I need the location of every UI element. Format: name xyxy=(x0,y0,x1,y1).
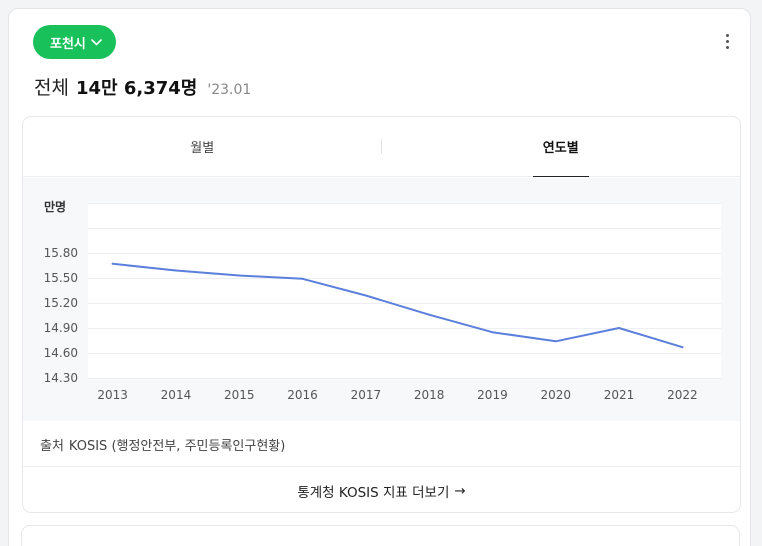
data-point xyxy=(364,294,367,297)
data-point xyxy=(681,346,684,349)
total-label: 전체 xyxy=(34,77,69,99)
chevron-down-icon xyxy=(91,38,102,45)
y-tick-label: 15.50 xyxy=(44,271,78,285)
arrow-right-icon: → xyxy=(454,483,466,499)
x-tick-label: 2018 xyxy=(414,388,445,402)
region-label: 포천시 xyxy=(50,36,86,52)
y-tick-label: 14.30 xyxy=(44,371,78,385)
x-tick-label: 2016 xyxy=(287,388,318,402)
y-tick-label: 15.20 xyxy=(44,296,78,310)
x-tick-label: 2014 xyxy=(161,388,192,402)
data-point xyxy=(428,313,431,316)
population-line-chart: 15.80 15.50 15.20 14.90 14.60 14.30 2013 2014 2… xyxy=(44,199,721,402)
x-tick-label: 2022 xyxy=(667,388,698,402)
data-point xyxy=(491,331,494,334)
period-tabs: 월별 연도별 xyxy=(23,117,740,177)
x-tick-label: 2017 xyxy=(351,388,382,402)
source-label: 출처 xyxy=(40,438,64,454)
chart-panel: 월별 연도별 15.80 15.50 15.20 14.90 14.60 14.30 20… xyxy=(22,116,741,513)
source-text: KOSIS (행정안전부, 주민등록인구현황) xyxy=(68,438,286,454)
kosis-more-link[interactable]: 통계청 KOSIS 지표 더보기 → xyxy=(23,468,740,512)
chart-area: 15.80 15.50 15.20 14.90 14.60 14.30 2013 2014 2… xyxy=(23,178,740,421)
data-point xyxy=(301,277,304,280)
population-card: 포천시 전체 14만 6,374명 '23.01 월별 연도별 15.80 15.… xyxy=(8,8,751,546)
y-tick-label: 14.90 xyxy=(44,321,78,335)
data-point xyxy=(174,269,177,272)
y-tick-label: 15.80 xyxy=(44,246,78,260)
x-tick-label: 2021 xyxy=(604,388,635,402)
tab-divider xyxy=(381,139,382,154)
data-point xyxy=(238,274,241,277)
source-row: 출처 KOSIS (행정안전부, 주민등록인구현황) xyxy=(23,422,740,467)
y-unit-label: 만명 xyxy=(44,199,66,214)
tab-yearly[interactable]: 연도별 xyxy=(382,117,741,177)
series-line xyxy=(111,262,684,349)
population-headline: 전체 14만 6,374명 '23.01 xyxy=(34,73,251,100)
data-point xyxy=(618,327,620,329)
x-tick-label: 2020 xyxy=(540,388,571,402)
plot-background xyxy=(88,203,721,378)
y-tick-label: 14.60 xyxy=(44,346,78,360)
region-select-button[interactable]: 포천시 xyxy=(33,25,116,59)
x-tick-label: 2015 xyxy=(224,388,255,402)
more-options-icon[interactable] xyxy=(717,29,737,53)
data-point xyxy=(554,340,557,343)
kosis-more-label: 통계청 KOSIS 지표 더보기 xyxy=(297,485,450,501)
next-card xyxy=(21,525,740,546)
tab-monthly[interactable]: 월별 xyxy=(190,141,215,156)
x-tick-label: 2019 xyxy=(477,388,508,402)
data-point xyxy=(111,262,114,265)
reference-date: '23.01 xyxy=(207,82,252,98)
x-tick-label: 2013 xyxy=(97,388,128,402)
total-value: 14만 6,374명 xyxy=(75,78,198,99)
